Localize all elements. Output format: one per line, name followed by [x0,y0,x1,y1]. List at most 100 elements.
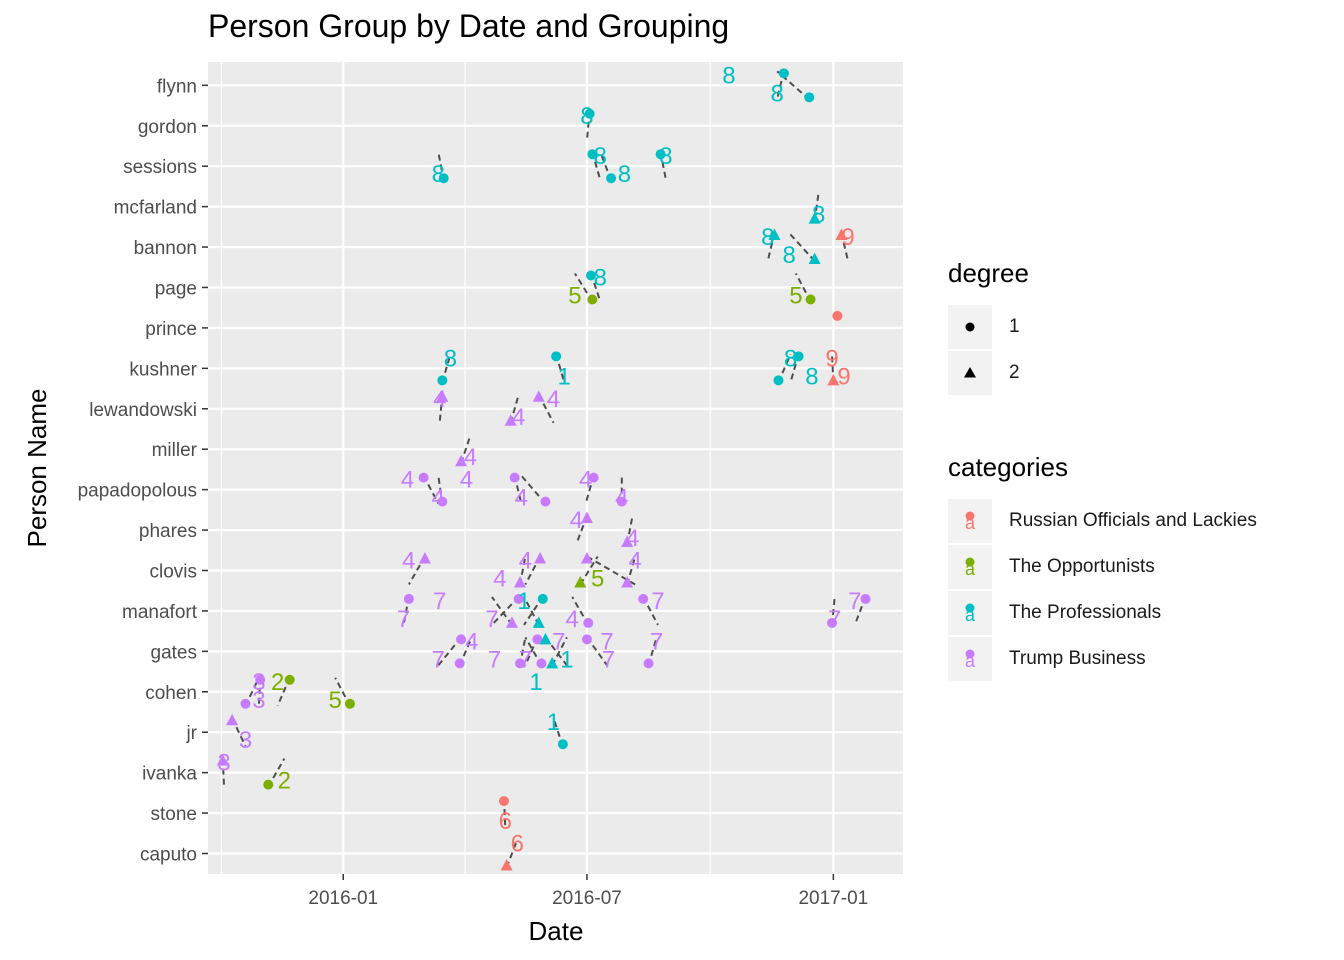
group-label: 6 [511,831,524,858]
group-label: 4 [628,547,641,574]
connector-line [579,555,599,586]
data-point-triangle [226,713,239,726]
category-swatch-icon: a [965,603,976,625]
legend-degree: degree 1 2 [948,258,1029,397]
legend-category-item: a The Professionals [948,591,1161,637]
group-label: 1 [547,709,560,736]
chart-title: Person Group by Date and Grouping [208,8,730,44]
data-point-triangle [455,454,468,467]
group-label: 8 [659,143,672,170]
x-tick-label: 2016-01 [308,888,378,909]
group-label: 4 [579,467,592,494]
data-point-circle [585,270,596,281]
legend-category-item: a Trump Business [948,637,1146,683]
group-label: 5 [789,282,802,309]
data-point-circle [263,779,274,790]
data-point-triangle [505,616,518,628]
group-label: 1 [558,363,571,390]
svg-text:a: a [965,651,976,671]
y-tick-label: manafort [122,602,198,623]
group-label: 3 [239,727,252,754]
y-tick-label: gates [151,642,197,663]
x-tick-label: 2016-07 [552,888,622,909]
data-point-circle [551,351,562,362]
data-point-triangle [621,535,634,548]
y-tick-label: page [155,278,197,299]
data-point-circle [438,173,449,184]
data-point-circle [437,375,448,386]
data-point-circle [437,496,448,507]
data-point-circle [509,472,520,483]
data-point-triangle [216,754,229,766]
y-tick-label: papadopolous [78,481,197,502]
legend-degree-title: degree [948,258,1029,288]
y-tick-label: ivanka [142,764,197,785]
group-label: 7 [519,646,532,673]
connector-line [437,636,462,666]
legend-categories-items: a Russian Officials and Lackies a The Oppor… [948,499,1257,683]
data-point-circle [584,108,595,119]
group-label: 7 [432,646,445,673]
data-point-circle [583,617,594,628]
group-label: 4 [547,386,560,413]
group-label: 7 [433,588,446,615]
data-point-circle [498,796,509,807]
y-tick-label: stone [151,804,197,825]
group-label: 9 [837,363,850,390]
group-label: 8 [770,80,783,107]
data-point-circle [587,294,598,305]
group-label: 4 [460,467,473,494]
group-label: 8 [805,363,818,390]
data-point-circle [536,658,547,669]
data-point-triangle [418,551,431,564]
group-label: 7 [651,588,664,615]
group-label: 2 [278,768,291,795]
circle-marker-icon [965,322,975,332]
y-tick-label: clovis [149,561,197,582]
legend-key-triangle [948,351,992,395]
group-label: 4 [519,547,532,574]
legend-degree-label: 2 [1009,362,1020,383]
group-label: 8 [594,143,607,170]
triangle-marker-icon [964,367,976,378]
data-point-triangle [546,656,559,669]
group-label: 8 [784,345,797,372]
category-swatch-icon: a [965,557,976,579]
group-label: 4 [465,628,478,655]
data-point-circle [557,739,568,750]
data-point-circle [284,674,295,685]
group-label: 7 [397,606,410,633]
group-label: 5 [329,687,342,714]
data-point-circle [638,593,649,604]
data-point-triangle [539,632,552,645]
group-label: 4 [493,565,506,592]
group-label: 9 [841,224,854,251]
legend-key-circle [948,305,992,349]
group-label: 8 [761,224,774,251]
data-point-triangle [500,859,513,871]
group-label: 7 [488,646,501,673]
data-point-circle [655,149,666,160]
data-point-triangle [808,252,821,265]
legend-categories: categories a Russian Officials and Lackie… [948,452,1257,683]
data-point-circle [513,593,524,604]
data-point-triangle [504,414,517,426]
data-point-triangle [532,390,545,402]
group-label: 7 [828,606,841,633]
group-label: 7 [848,588,861,615]
data-point-circle [860,593,871,604]
data-point-circle [344,698,355,709]
data-point-circle [515,658,526,669]
group-label: 2 [271,669,284,696]
legend-key-category: a [948,591,992,635]
data-point-triangle [835,228,848,241]
group-labels: 8888888888958581889944444444444444454777… [217,62,861,857]
y-tick-label: flynn [157,76,197,97]
legend-category-label: The Opportunists [1009,556,1155,577]
category-swatch-icon: a [965,511,976,533]
data-point-circle [255,674,266,685]
x-axis-title: Date [529,916,584,946]
data-point-circle [454,658,465,669]
legend-key-category: a [948,637,992,681]
